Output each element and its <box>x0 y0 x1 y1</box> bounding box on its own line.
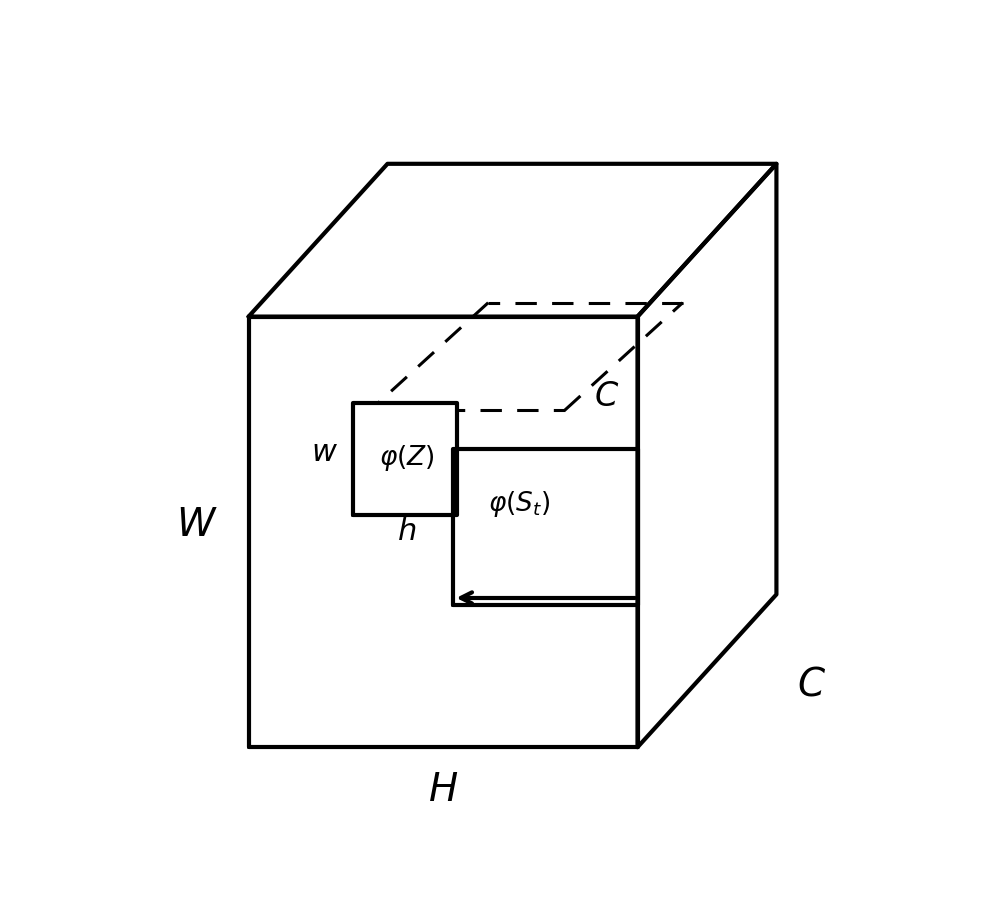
Text: $H$: $H$ <box>428 771 458 809</box>
Text: $W$: $W$ <box>176 506 217 544</box>
Text: $\varphi(S_t)$: $\varphi(S_t)$ <box>488 489 551 520</box>
Polygon shape <box>353 403 457 514</box>
Text: $C$: $C$ <box>797 666 826 704</box>
Text: $w$: $w$ <box>311 437 338 467</box>
Text: $C$: $C$ <box>594 380 619 413</box>
Text: $h$: $h$ <box>397 517 417 548</box>
Text: $\varphi(Z)$: $\varphi(Z)$ <box>379 443 435 473</box>
